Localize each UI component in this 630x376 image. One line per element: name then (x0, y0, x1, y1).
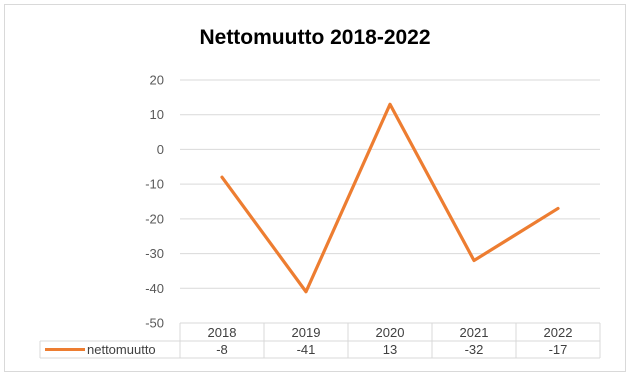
chart-title: Nettomuutto 2018-2022 (199, 26, 431, 49)
data-table-value: -8 (216, 342, 228, 357)
x-category-label: 2020 (376, 325, 405, 340)
y-tick-label: 0 (157, 142, 164, 157)
data-table-value: -32 (465, 342, 484, 357)
legend-series-label: nettomuutto (87, 342, 156, 357)
y-tick-label: -40 (145, 281, 164, 296)
x-category-label: 2018 (208, 325, 237, 340)
x-category-label: 2019 (292, 325, 321, 340)
series-line-nettomuutto (220, 102, 560, 294)
y-tick-label: 10 (150, 107, 164, 122)
y-tick-label: -50 (145, 316, 164, 331)
x-category-label: 2021 (460, 325, 489, 340)
data-table-value: -17 (549, 342, 568, 357)
data-table-value: 13 (383, 342, 397, 357)
y-tick-label: -10 (145, 177, 164, 192)
chart-area (4, 4, 626, 372)
y-tick-label: 20 (150, 73, 164, 88)
data-table-value: -41 (297, 342, 316, 357)
x-category-label: 2022 (544, 325, 573, 340)
y-tick-label: -20 (145, 211, 164, 226)
y-tick-label: -30 (145, 246, 164, 261)
